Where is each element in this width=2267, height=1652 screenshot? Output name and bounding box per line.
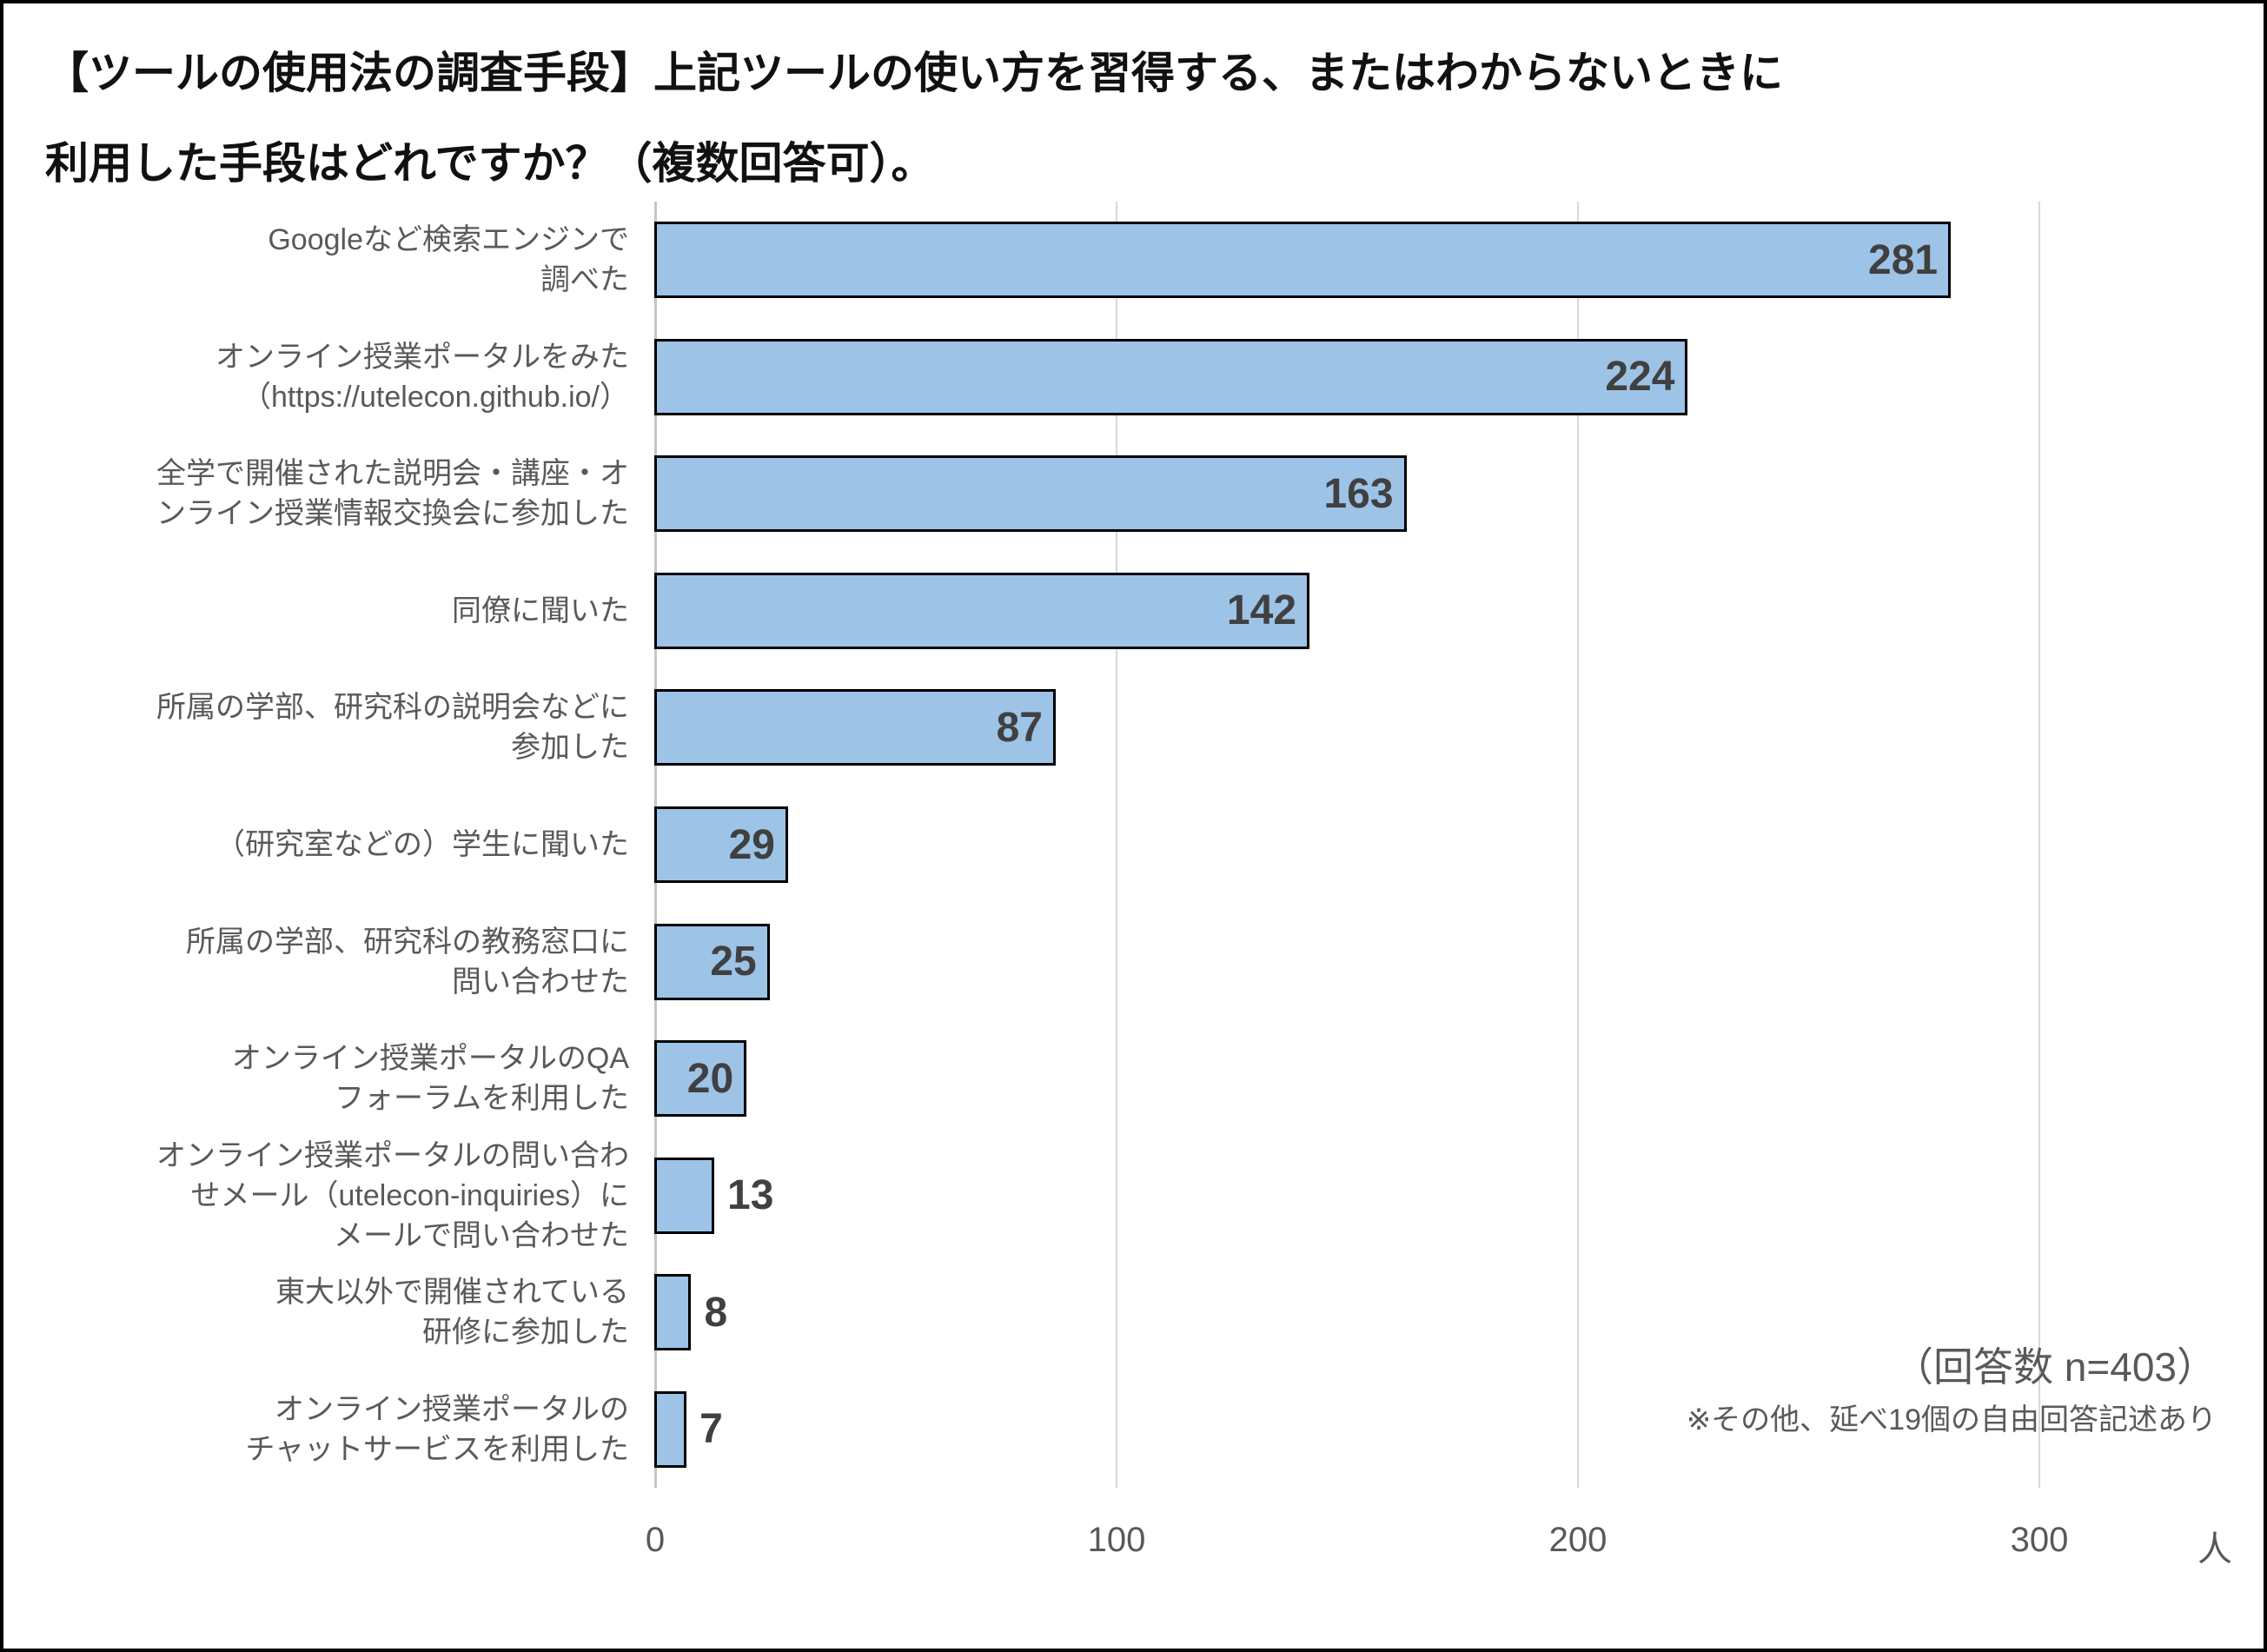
value-label: 25 (710, 939, 757, 985)
value-label: 13 (727, 1172, 774, 1219)
bar (654, 455, 1407, 533)
bar (654, 338, 1688, 415)
category-label: 所属の学部、研究科の説明会などに 参加した (156, 691, 629, 765)
plot-area: 0 100 200 300 人 Googleなど検索エンジンで 調べた 281 オンライン授業… (3, 3, 2264, 1649)
bar (654, 1274, 692, 1351)
category-label: Googleなど検索エンジンで 調べた (268, 223, 629, 297)
value-label: 163 (1323, 470, 1394, 517)
value-label: 142 (1226, 587, 1297, 634)
category-label: 所属の学部、研究科の教務窓口に 問い合わせた (186, 925, 629, 998)
category-label: 東大以外で開催されている 研修に参加した (275, 1276, 629, 1350)
bar (654, 1390, 687, 1468)
gridline (1577, 202, 1579, 1488)
x-tick-label: 0 (645, 1521, 666, 1559)
free-answer-note: ※その他、延べ19個の自由回答記述あり (1686, 1403, 2217, 1436)
value-label: 20 (686, 1055, 734, 1102)
category-label: 同僚に聞いた (452, 594, 629, 627)
bar (654, 222, 1952, 299)
value-label: 8 (704, 1289, 728, 1336)
bar (654, 1040, 747, 1118)
bar (654, 806, 788, 883)
category-label: オンライン授業ポータルの問い合わ せメール（utelecon-inquiries… (156, 1138, 629, 1252)
chart-title-line1: 【ツールの使用法の調査手段】上記ツールの使い方を習得する、またはわからないときに (45, 49, 1783, 97)
response-count-note: （回答数 n=403） (1893, 1344, 2217, 1390)
value-label: 224 (1605, 354, 1675, 401)
bar (654, 572, 1310, 649)
value-label: 281 (1868, 236, 1939, 283)
bar (654, 1157, 715, 1234)
chart-title: 【ツールの使用法の調査手段】上記ツールの使い方を習得する、またはわからないときに… (45, 28, 2217, 209)
gridline (1116, 202, 1117, 1488)
x-axis-unit-label: 人 (2197, 1530, 2232, 1569)
value-label: 7 (699, 1406, 723, 1453)
value-label: 87 (996, 704, 1043, 751)
category-label: オンライン授業ポータルをみた （https://utelecon.github.… (215, 340, 629, 414)
category-label: （研究室などの）学生に聞いた (215, 827, 629, 861)
bar (654, 923, 770, 1000)
x-tick-label: 300 (2010, 1521, 2069, 1559)
value-label: 29 (728, 821, 775, 868)
category-label: オンライン授業ポータルの チャットサービスを利用した (245, 1392, 629, 1466)
gridline (2038, 202, 2040, 1488)
bar (654, 689, 1056, 766)
chart-title-line2: 利用した手段はどれですか？（複数回答可）。 (45, 139, 935, 188)
category-label: 全学で開催された説明会・講座・オ ンライン授業情報交換会に参加した (156, 457, 629, 531)
x-tick-label: 200 (1548, 1521, 1607, 1559)
x-tick-label: 100 (1087, 1521, 1146, 1559)
annotation-block: （回答数 n=403） ※その他、延べ19個の自由回答記述あり (1687, 1342, 2217, 1439)
category-label: オンライン授業ポータルのQA フォーラムを利用した (231, 1042, 629, 1116)
